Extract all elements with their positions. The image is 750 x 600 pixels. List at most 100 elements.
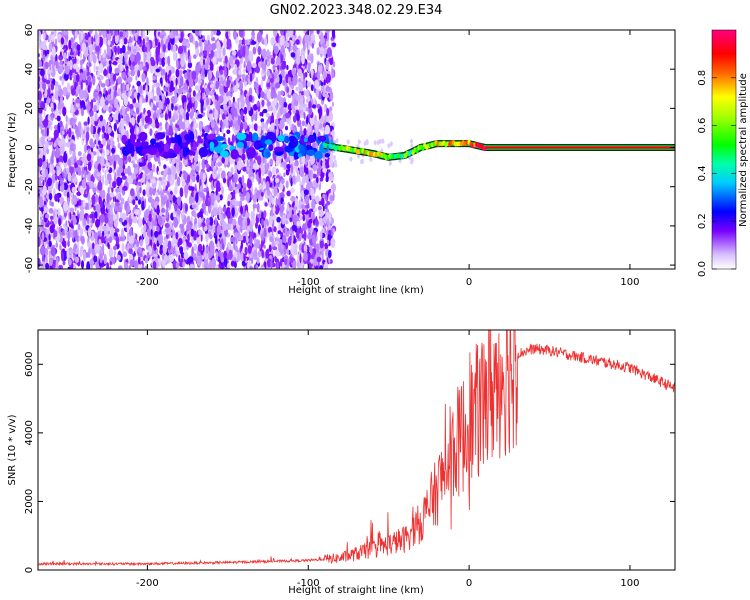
heatmap-cell — [207, 44, 212, 53]
heatmap-cell — [51, 95, 55, 103]
heatmap-cell — [149, 128, 153, 137]
heatmap-cell — [279, 35, 285, 47]
heatmap-cell — [137, 253, 143, 258]
heatmap-cell — [117, 265, 123, 269]
heatmap-cell — [141, 125, 144, 133]
heatmap-cell — [44, 167, 47, 176]
heatmap-cell — [165, 91, 168, 97]
heatmap-cell — [209, 112, 213, 122]
heatmap-cell — [53, 30, 57, 37]
heatmap-cell — [329, 106, 333, 112]
heatmap-cell — [128, 42, 133, 47]
heatmap-cell — [44, 126, 47, 137]
heatmap-cell — [126, 224, 129, 234]
heatmap-cell — [176, 176, 181, 187]
heatmap-cell — [296, 95, 301, 102]
heatmap-cell — [122, 189, 126, 196]
heatmap-cell — [76, 130, 81, 138]
heatmap-cell — [292, 260, 297, 269]
heatmap-cell — [173, 239, 178, 244]
heatmap-cell — [202, 244, 205, 253]
heatmap-cell — [104, 214, 109, 224]
heatmap-cell — [285, 32, 288, 40]
heatmap-cell — [122, 55, 125, 66]
heatmap-cell — [238, 62, 242, 71]
heatmap-cell — [95, 160, 99, 171]
heatmap-cell — [113, 218, 118, 228]
heatmap-cell — [173, 51, 177, 62]
heatmap-cell — [231, 50, 237, 56]
heatmap-cell — [201, 202, 206, 210]
heatmap-cell — [56, 257, 59, 267]
heatmap-cell — [205, 163, 210, 169]
heatmap-cell — [141, 98, 147, 103]
heatmap-cell — [289, 119, 292, 127]
heatmap-cell — [55, 242, 58, 248]
heatmap-cell — [121, 212, 127, 221]
heatmap-cell — [87, 215, 89, 225]
heatmap-cell — [226, 262, 230, 269]
heatmap-cell — [178, 87, 183, 95]
heatmap-cell — [116, 206, 122, 213]
heatmap-cell — [105, 30, 110, 34]
heatmap-cell — [316, 30, 320, 35]
heatmap-cell — [228, 171, 233, 177]
heatmap-cell — [154, 66, 157, 76]
heatmap-cell — [310, 33, 315, 42]
heatmap-cell — [192, 252, 196, 259]
heatmap-cell — [301, 234, 305, 239]
heatmap-cell — [208, 230, 212, 239]
heatmap-cell — [253, 104, 258, 111]
heatmap-cell — [58, 109, 62, 115]
heatmap-cell — [178, 238, 183, 246]
heatmap-cell — [58, 217, 62, 227]
heatmap-cell — [293, 248, 298, 256]
heatmap-cell — [89, 45, 93, 56]
heatmap-cell — [200, 233, 203, 242]
heatmap-cell — [228, 55, 234, 65]
heatmap-cell — [152, 182, 157, 189]
heatmap-cell — [319, 230, 323, 240]
heatmap-cell — [136, 240, 140, 248]
heatmap-cell — [210, 210, 214, 218]
heatmap-cell — [317, 261, 320, 267]
heatmap-cell — [84, 169, 87, 179]
heatmap-cell — [147, 152, 151, 163]
heatmap-cell — [93, 104, 97, 113]
heatmap-cell — [173, 187, 178, 195]
heatmap-cell — [219, 194, 223, 201]
heatmap-cell — [206, 50, 210, 57]
heatmap-cell — [329, 56, 334, 66]
heatmap-cell — [98, 140, 101, 145]
heatmap-cell — [179, 113, 183, 121]
heatmap-cell — [265, 249, 269, 259]
heatmap-cell — [51, 169, 56, 175]
heatmap-cell — [143, 223, 147, 232]
heatmap-cell — [223, 103, 227, 110]
heatmap-cell — [81, 178, 87, 189]
heatmap-cell — [275, 197, 278, 208]
heatmap-cell — [40, 261, 46, 269]
heatmap-cell — [195, 192, 199, 203]
heatmap-cell — [263, 210, 267, 218]
heatmap-cell — [51, 153, 54, 164]
heatmap-cell — [49, 33, 52, 42]
heatmap-cell — [150, 59, 156, 67]
heatmap-cell — [245, 45, 250, 57]
heatmap-cell — [58, 140, 63, 148]
heatmap-cell — [315, 195, 320, 204]
heatmap-cell — [173, 217, 179, 229]
heatmap-cell — [265, 58, 268, 66]
heatmap-cell — [136, 51, 141, 62]
heatmap-cell — [115, 110, 119, 121]
heatmap-cell — [38, 30, 41, 37]
heatmap-cell — [64, 72, 69, 81]
heatmap-cell — [146, 54, 151, 60]
heatmap-cell — [319, 217, 323, 225]
heatmap-cell — [204, 88, 210, 96]
heatmap-cell — [112, 181, 117, 189]
heatmap-cell — [258, 184, 264, 190]
heatmap-cell — [310, 84, 314, 92]
heatmap-cell — [104, 169, 107, 180]
heatmap-cell — [42, 161, 48, 169]
